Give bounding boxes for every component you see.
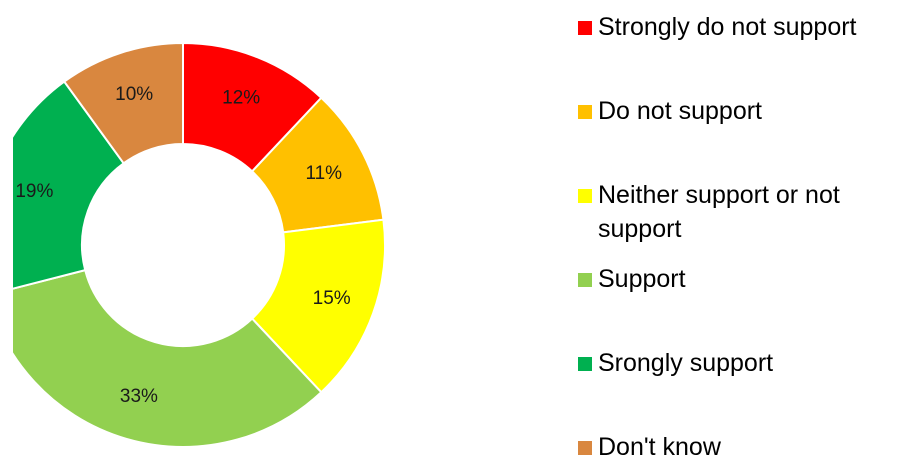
data-label-5: 19%: [15, 181, 53, 202]
legend-item-4: Support: [578, 262, 898, 296]
donut-chart-svg: 12% 11% 15% 33% 19% 10%: [13, 41, 386, 448]
legend-swatch: [578, 441, 592, 455]
donut-chart: 12% 11% 15% 33% 19% 10%: [13, 41, 386, 448]
legend-swatch: [578, 189, 592, 203]
donut-slice-3: [250, 218, 386, 394]
data-label-2: 11%: [305, 163, 342, 184]
legend-label: Strongly do not support: [598, 13, 857, 41]
legend-item-5: Srongly support: [578, 346, 898, 380]
legend-label: Don't know: [598, 433, 721, 461]
legend-item-1: Strongly do not support: [578, 10, 898, 44]
donut-slice-5: [13, 80, 126, 290]
legend-item-3: Neither support or not support: [578, 178, 898, 246]
legend-label: Neither support or not support: [598, 181, 840, 243]
legend-label: Do not support: [598, 97, 762, 125]
legend-label: Support: [598, 265, 686, 293]
data-label-6: 10%: [115, 84, 153, 105]
data-label-3: 15%: [313, 288, 351, 309]
legend-swatch: [578, 105, 592, 119]
legend-swatch: [578, 273, 592, 287]
data-label-1: 12%: [222, 88, 260, 109]
legend-label: Srongly support: [598, 349, 774, 377]
legend-item-6: Don't know: [578, 430, 898, 464]
donut-slice-6: [62, 41, 184, 165]
donut-slices: 12% 11% 15% 33% 19% 10%: [13, 41, 386, 448]
donut-slice-4: [13, 268, 323, 448]
data-label-4: 33%: [120, 386, 158, 407]
legend-item-2: Do not support: [578, 94, 898, 128]
legend-swatch: [578, 357, 592, 371]
legend-swatch: [578, 21, 592, 35]
